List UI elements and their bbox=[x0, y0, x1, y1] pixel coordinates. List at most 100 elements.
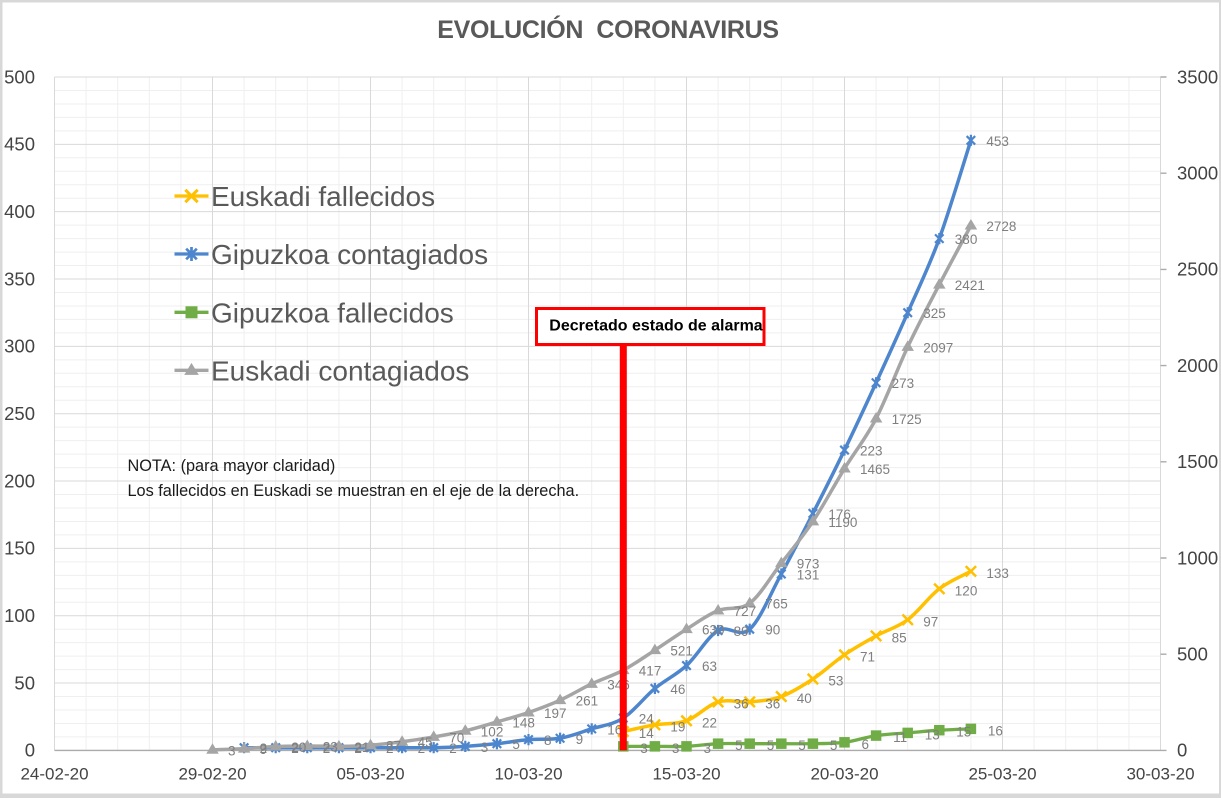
svg-text:14: 14 bbox=[639, 726, 655, 741]
svg-text:500: 500 bbox=[4, 66, 35, 87]
svg-text:13: 13 bbox=[925, 727, 940, 742]
svg-text:300: 300 bbox=[4, 336, 35, 357]
svg-text:250: 250 bbox=[4, 403, 35, 424]
svg-text:EVOLUCIÓN CORONAVIRUS: EVOLUCIÓN CORONAVIRUS bbox=[437, 14, 779, 44]
svg-text:05-03-20: 05-03-20 bbox=[336, 765, 404, 784]
svg-text:2500: 2500 bbox=[1177, 259, 1218, 280]
svg-text:85: 85 bbox=[892, 630, 907, 645]
svg-text:NOTA: (para mayor claridad): NOTA: (para mayor claridad) bbox=[128, 457, 336, 475]
svg-text:89: 89 bbox=[734, 624, 749, 639]
svg-text:2421: 2421 bbox=[955, 278, 985, 293]
svg-text:15: 15 bbox=[956, 725, 971, 740]
svg-text:120: 120 bbox=[955, 583, 978, 598]
svg-text:3500: 3500 bbox=[1177, 66, 1218, 87]
svg-text:46: 46 bbox=[670, 682, 685, 697]
svg-text:29-02-20: 29-02-20 bbox=[178, 765, 246, 784]
svg-text:40: 40 bbox=[797, 691, 812, 706]
svg-text:417: 417 bbox=[639, 664, 662, 679]
svg-text:325: 325 bbox=[923, 306, 946, 321]
svg-text:131: 131 bbox=[797, 568, 820, 583]
svg-text:150: 150 bbox=[4, 538, 35, 559]
svg-text:45: 45 bbox=[418, 735, 433, 750]
svg-text:5: 5 bbox=[735, 738, 743, 753]
svg-text:97: 97 bbox=[923, 614, 938, 629]
svg-text:9: 9 bbox=[260, 742, 268, 757]
svg-text:19: 19 bbox=[670, 719, 685, 734]
svg-text:24-02-20: 24-02-20 bbox=[20, 765, 88, 784]
svg-text:3: 3 bbox=[481, 740, 489, 755]
svg-text:2728: 2728 bbox=[986, 219, 1016, 234]
svg-text:20-03-20: 20-03-20 bbox=[810, 765, 878, 784]
svg-text:450: 450 bbox=[4, 134, 35, 155]
svg-text:2: 2 bbox=[386, 741, 394, 756]
svg-text:3000: 3000 bbox=[1177, 163, 1218, 184]
svg-text:70: 70 bbox=[449, 730, 464, 745]
svg-text:765: 765 bbox=[765, 597, 788, 612]
svg-text:380: 380 bbox=[955, 232, 978, 247]
svg-text:23: 23 bbox=[323, 740, 338, 755]
svg-text:36: 36 bbox=[734, 696, 749, 711]
svg-text:11: 11 bbox=[893, 730, 907, 745]
svg-text:148: 148 bbox=[512, 715, 535, 730]
svg-text:1725: 1725 bbox=[892, 412, 922, 427]
svg-text:2: 2 bbox=[260, 741, 268, 756]
svg-text:3: 3 bbox=[672, 741, 680, 756]
svg-text:3: 3 bbox=[704, 741, 712, 756]
svg-text:25-03-20: 25-03-20 bbox=[968, 765, 1036, 784]
svg-text:53: 53 bbox=[828, 674, 843, 689]
svg-text:2097: 2097 bbox=[923, 340, 953, 355]
svg-text:5: 5 bbox=[798, 738, 806, 753]
svg-text:36: 36 bbox=[765, 696, 780, 711]
svg-text:521: 521 bbox=[670, 644, 693, 659]
svg-text:273: 273 bbox=[892, 376, 915, 391]
svg-text:90: 90 bbox=[765, 623, 780, 638]
svg-text:Euskadi fallecidos: Euskadi fallecidos bbox=[211, 181, 435, 212]
svg-text:2: 2 bbox=[291, 741, 299, 756]
svg-text:Gipuzkoa fallecidos: Gipuzkoa fallecidos bbox=[211, 297, 454, 328]
svg-text:500: 500 bbox=[1177, 644, 1208, 665]
svg-text:1190: 1190 bbox=[828, 515, 857, 530]
svg-text:9: 9 bbox=[576, 732, 584, 747]
svg-text:24: 24 bbox=[639, 712, 655, 727]
svg-text:21: 21 bbox=[354, 740, 369, 755]
svg-text:176: 176 bbox=[828, 507, 851, 522]
svg-text:5: 5 bbox=[767, 738, 775, 753]
svg-text:15-03-20: 15-03-20 bbox=[652, 765, 720, 784]
svg-text:5: 5 bbox=[830, 738, 838, 753]
svg-text:27: 27 bbox=[386, 739, 401, 754]
svg-text:1465: 1465 bbox=[860, 462, 890, 477]
svg-text:2: 2 bbox=[449, 741, 457, 756]
svg-text:Gipuzkoa contagiados: Gipuzkoa contagiados bbox=[211, 239, 488, 270]
svg-text:22: 22 bbox=[702, 715, 717, 730]
svg-text:2: 2 bbox=[354, 741, 362, 756]
svg-text:20: 20 bbox=[291, 740, 306, 755]
svg-text:16: 16 bbox=[607, 722, 622, 737]
svg-text:Los fallecidos en Euskadi se m: Los fallecidos en Euskadi se muestran en… bbox=[128, 482, 580, 500]
svg-text:630: 630 bbox=[702, 623, 725, 638]
svg-text:350: 350 bbox=[4, 268, 35, 289]
svg-text:400: 400 bbox=[4, 201, 35, 222]
svg-text:3: 3 bbox=[228, 743, 236, 758]
svg-text:3: 3 bbox=[640, 741, 648, 756]
svg-text:8: 8 bbox=[544, 733, 552, 748]
svg-text:10-03-20: 10-03-20 bbox=[494, 765, 562, 784]
svg-text:223: 223 bbox=[860, 444, 883, 459]
svg-text:71: 71 bbox=[860, 649, 875, 664]
svg-text:2000: 2000 bbox=[1177, 355, 1218, 376]
svg-text:102: 102 bbox=[481, 724, 504, 739]
svg-text:30-03-20: 30-03-20 bbox=[1126, 765, 1194, 784]
svg-text:0: 0 bbox=[25, 740, 35, 761]
svg-text:2: 2 bbox=[323, 741, 331, 756]
svg-text:973: 973 bbox=[797, 557, 820, 572]
svg-text:1500: 1500 bbox=[1177, 451, 1218, 472]
svg-text:16: 16 bbox=[988, 723, 1003, 738]
svg-text:100: 100 bbox=[4, 605, 35, 626]
svg-text:1000: 1000 bbox=[1177, 547, 1218, 568]
svg-text:63: 63 bbox=[702, 659, 717, 674]
svg-text:Decretado estado de alarma: Decretado estado de alarma bbox=[549, 318, 763, 335]
svg-text:453: 453 bbox=[986, 134, 1009, 149]
svg-text:133: 133 bbox=[986, 566, 1009, 581]
svg-text:2: 2 bbox=[418, 741, 426, 756]
svg-text:727: 727 bbox=[734, 604, 757, 619]
svg-text:200: 200 bbox=[4, 470, 35, 491]
